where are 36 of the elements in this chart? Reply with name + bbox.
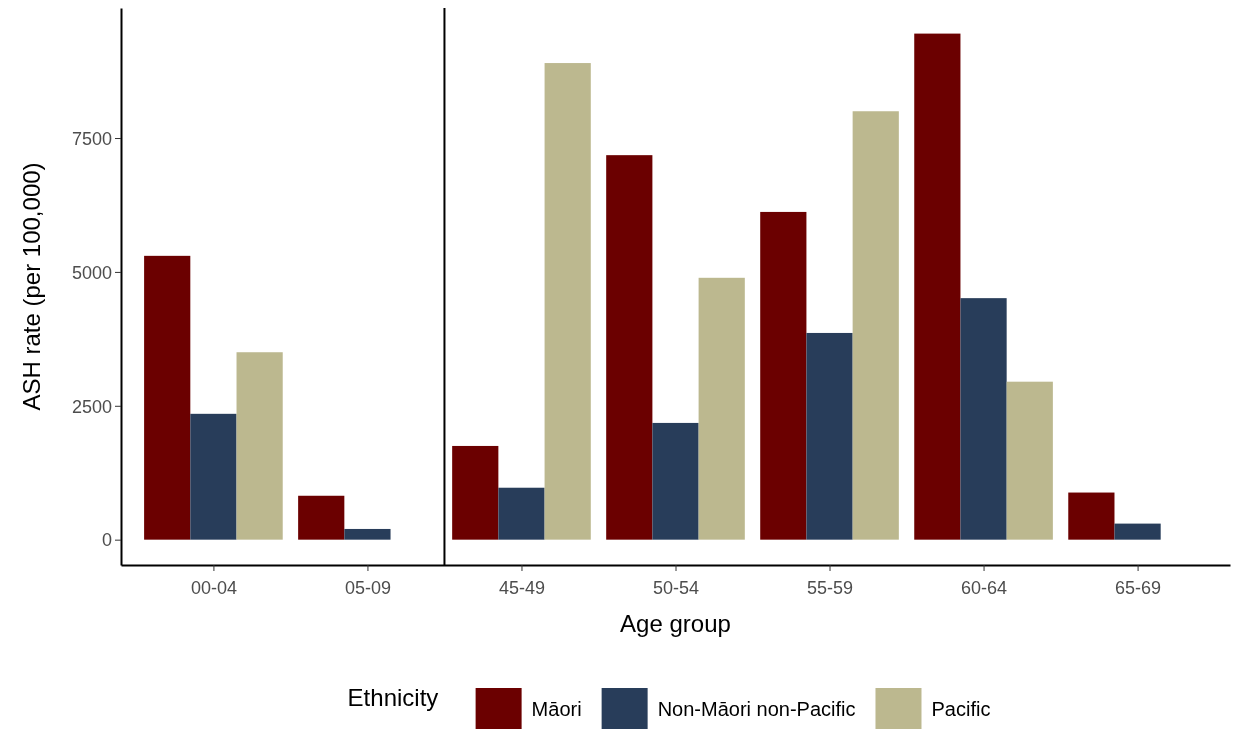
bar: [190, 413, 237, 540]
bar: [236, 352, 283, 540]
bar: [914, 33, 961, 540]
bar: [344, 528, 391, 540]
legend-label: Māori: [531, 698, 582, 720]
bar: [498, 487, 545, 540]
legend-label: Pacific: [931, 698, 991, 720]
bar: [1006, 381, 1053, 540]
bar: [144, 255, 191, 540]
x-tick-label: 45-49: [498, 577, 545, 598]
x-tick-label: 00-04: [190, 577, 237, 598]
bar: [960, 298, 1007, 540]
y-tick-label: 7500: [71, 128, 112, 149]
y-tick-label: 0: [101, 530, 112, 551]
bar: [544, 63, 591, 540]
legend-title: Ethnicity: [347, 684, 439, 711]
x-tick-label: 55-59: [807, 577, 854, 598]
bar: [852, 111, 899, 540]
bar: [698, 277, 745, 540]
bar: [806, 332, 853, 540]
bar: [298, 495, 345, 540]
x-tick-label: 05-09: [344, 577, 391, 598]
legend-label: Non-Māori non-Pacific: [657, 698, 856, 720]
bar: [606, 155, 653, 540]
x-tick-label: 60-64: [961, 577, 1008, 598]
bar: [1114, 523, 1161, 540]
y-axis-title: ASH rate (per 100,000): [18, 162, 45, 411]
bar: [652, 422, 699, 540]
y-tick-label: 2500: [71, 396, 112, 417]
bar: [1068, 492, 1115, 540]
x-axis-title: Age group: [620, 610, 731, 637]
bar: [452, 445, 499, 540]
x-tick-label: 50-54: [652, 577, 700, 598]
bar: [760, 211, 807, 540]
x-tick-label: 65-69: [1115, 577, 1162, 598]
y-tick-label: 5000: [71, 262, 112, 283]
